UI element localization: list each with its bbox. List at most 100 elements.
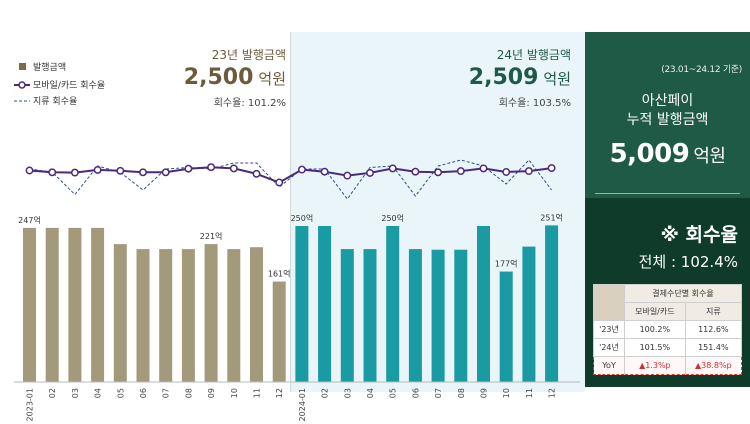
- x-tick-0: 2023-01: [26, 388, 35, 421]
- data-label-11: 161억: [268, 269, 291, 279]
- bar-2: [68, 227, 82, 382]
- rate-lines: [25, 159, 556, 200]
- table-row-label: '24년: [592, 338, 626, 357]
- x-tick-16: 05: [389, 388, 398, 398]
- data-labels: 247억 221억 161억 250억 250억 177억 251억: [18, 212, 563, 278]
- mobile-rate-point-23: [547, 164, 556, 173]
- x-tick-4: 05: [116, 388, 125, 398]
- bar-5: [136, 249, 150, 382]
- table-cell: 101.5%: [624, 338, 686, 357]
- mobile-rate-point-11: [275, 178, 284, 187]
- mobile-rate-point-2: [70, 168, 79, 177]
- mobile-rate-point-10: [252, 169, 261, 178]
- yoy-paper: ▲38.8%p: [684, 356, 743, 375]
- data-label-23: 251억: [540, 212, 563, 222]
- summary-2024-rate: 회수율: 103.5%: [499, 97, 571, 109]
- bar-21: [499, 271, 513, 382]
- bar-13: [318, 226, 332, 382]
- x-tick-11: 12: [275, 388, 284, 398]
- mobile-rate-point-22: [524, 167, 533, 176]
- bar-14: [340, 249, 354, 382]
- mobile-rate-point-0: [25, 166, 34, 175]
- summary-2024-title: 24년 발행금액: [497, 47, 571, 62]
- summary-2023-title: 23년 발행금액: [212, 47, 286, 62]
- table-row-label: YoY: [592, 356, 626, 375]
- x-tick-14: 03: [343, 388, 352, 398]
- bar-15: [363, 249, 377, 382]
- mobile-rate-point-1: [48, 168, 57, 177]
- data-label-8: 221억: [200, 231, 223, 241]
- bar-1: [45, 227, 59, 382]
- mobile-rate-point-15: [366, 168, 374, 177]
- x-tick-21: 10: [502, 388, 511, 398]
- bar-3: [91, 227, 105, 382]
- x-tick-22: 11: [525, 388, 534, 398]
- table-row: '23년 100.2% 112.6%: [592, 320, 743, 339]
- bar-11: [272, 281, 286, 382]
- bar-19: [454, 249, 468, 382]
- panel-divider: [595, 193, 740, 194]
- legend-mobile-marker: [18, 81, 26, 89]
- x-tick-5: 06: [139, 388, 148, 398]
- bar-12: [295, 226, 309, 382]
- mobile-rate-point-13: [320, 167, 329, 176]
- recovery-overall: 전체 : 102.4%: [638, 253, 738, 271]
- mobile-rate-point-6: [161, 168, 170, 177]
- table-row-label: '23년: [592, 320, 626, 339]
- data-label-16: 250억: [381, 213, 404, 223]
- cumulative-title-line1: 아산페이: [641, 93, 694, 109]
- bar-16: [386, 226, 400, 382]
- recovery-table: 결제수단별 회수율 모바일/카드 지류 '23년 100.2% 112.6% '…: [592, 284, 743, 375]
- summary-2024-amount: 2,509 억원: [469, 65, 571, 90]
- cumulative-title-line2: 누적 발행금액: [626, 112, 709, 128]
- mobile-rate-point-17: [411, 167, 420, 176]
- bar-8: [204, 244, 218, 382]
- recovery-panel: ※ 회수율 전체 : 102.4% 결제수단별 회수율 모바일/카드 지류 '2…: [585, 198, 750, 387]
- data-label-12: 250억: [291, 213, 314, 223]
- x-tick-1: 02: [48, 388, 57, 398]
- table-header: 결제수단별 회수율: [624, 284, 742, 303]
- bar-22: [522, 246, 536, 382]
- summary-2024: 24년 발행금액 2,509 억원 회수율: 103.5%: [469, 47, 571, 109]
- table-corner: [592, 284, 626, 321]
- bar-9: [227, 249, 241, 382]
- bar-0: [23, 227, 36, 382]
- bar-7: [181, 249, 195, 382]
- issuance-chart: 247억 221억 161억 250억 250억 177억 251억 2023-01 02 03…: [14, 32, 585, 421]
- summary-2023: 23년 발행금액 2,500 억원 회수율: 101.2%: [184, 47, 286, 109]
- x-tick-23: 12: [548, 388, 557, 398]
- x-tick-6: 07: [162, 388, 171, 398]
- cumulative-panel: (23.01~24.12 기준) 아산페이 누적 발행금액 5,009 억원: [585, 32, 750, 198]
- x-tick-19: 08: [457, 388, 466, 398]
- recovery-title: ※ 회수율: [660, 224, 738, 246]
- table-row-yoy: YoY ▲1.3%p ▲38.8%p: [592, 356, 743, 375]
- mobile-rate-point-9: [229, 164, 238, 173]
- x-tick-7: 08: [184, 388, 193, 398]
- mobile-rate-point-14: [343, 171, 352, 180]
- x-tick-3: 04: [94, 388, 103, 398]
- bar-6: [159, 249, 173, 382]
- mobile-rate-point-4: [116, 166, 125, 175]
- x-tick-15: 04: [366, 388, 375, 398]
- table-cell: 100.2%: [624, 320, 686, 339]
- period-label: (23.01~24.12 기준): [661, 65, 742, 75]
- mobile-rate-point-12: [297, 165, 306, 174]
- cumulative-total-unit: 억원: [693, 146, 726, 167]
- table-col-mobile: 모바일/카드: [624, 302, 686, 321]
- mobile-rate-point-19: [456, 167, 465, 176]
- table-col-paper: 지류: [684, 302, 743, 321]
- data-label-21: 177억: [495, 259, 518, 269]
- table-cell: 151.4%: [684, 338, 743, 357]
- x-tick-12: 2024-01: [298, 388, 307, 421]
- yoy-mobile: ▲1.3%p: [624, 356, 686, 375]
- data-label-0: 247억: [18, 215, 41, 225]
- x-tick-17: 06: [411, 388, 420, 398]
- bars: [14, 225, 580, 383]
- x-tick-9: 10: [230, 388, 239, 398]
- legend: 발행금액 모바일/카드 회수율 지류 회수율: [14, 61, 105, 107]
- x-tick-2: 03: [71, 388, 80, 398]
- cumulative-title: 아산페이 누적 발행금액: [585, 92, 750, 130]
- x-tick-10: 11: [253, 388, 262, 398]
- bar-20: [477, 226, 490, 382]
